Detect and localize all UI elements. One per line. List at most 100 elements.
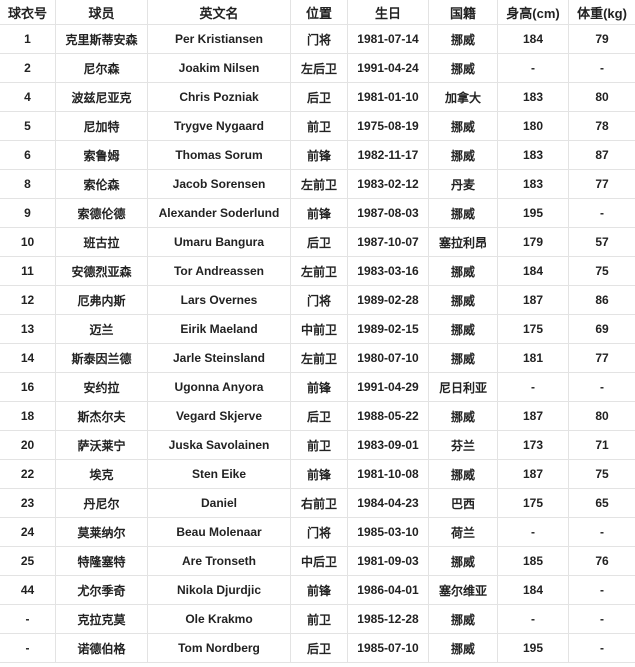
cell-player-name-en: Eirik Maeland (147, 314, 291, 344)
cell-position: 左前卫 (290, 343, 348, 373)
header-row: 球衣号 球员 英文名 位置 生日 国籍 身高(cm) 体重(kg) (0, 0, 635, 25)
cell-jersey-number: 2 (0, 53, 56, 83)
cell-position: 前锋 (290, 372, 348, 402)
cell-jersey-number: 4 (0, 82, 56, 112)
cell-nationality: 挪威 (428, 401, 498, 431)
cell-weight: - (568, 604, 635, 634)
cell-player-name-cn: 安德烈亚森 (55, 256, 148, 286)
cell-height: 180 (497, 111, 569, 141)
cell-birthday: 1983-02-12 (347, 169, 429, 199)
table-row: - 诺德伯格 Tom Nordberg 后卫 1985-07-10 挪威 195- (0, 633, 635, 663)
cell-weight: - (568, 198, 635, 228)
cell-weight: - (568, 633, 635, 663)
cell-birthday: 1982-11-17 (347, 140, 429, 170)
cell-position: 左前卫 (290, 256, 348, 286)
cell-player-name-cn: 克拉克莫 (55, 604, 148, 634)
table-row: 11 安德烈亚森 Tor Andreassen 左前卫 1983-03-16 挪威 184 7… (0, 256, 635, 286)
cell-player-name-en: Per Kristiansen (147, 24, 291, 54)
cell-height: 181 (497, 343, 569, 373)
cell-birthday: 1987-10-07 (347, 227, 429, 257)
cell-player-name-cn: 尼尔森 (55, 53, 148, 83)
cell-player-name-en: Tom Nordberg (147, 633, 291, 663)
cell-birthday: 1981-10-08 (347, 459, 429, 489)
cell-player-name-en: Are Tronseth (147, 546, 291, 576)
cell-jersey-number: - (0, 633, 56, 663)
cell-birthday: 1981-07-14 (347, 24, 429, 54)
cell-birthday: 1985-12-28 (347, 604, 429, 634)
table-row: 10 班古拉 Umaru Bangura 后卫 1987-10-07 塞拉利昂 179 57 (0, 227, 635, 257)
cell-jersey-number: 13 (0, 314, 56, 344)
table-row: - 克拉克莫 Ole Krakmo 前卫 1985-12-28 挪威 - - (0, 604, 635, 634)
cell-nationality: 挪威 (428, 53, 498, 83)
cell-nationality: 挪威 (428, 314, 498, 344)
cell-player-name-cn: 诺德伯格 (55, 633, 148, 663)
cell-position: 前锋 (290, 575, 348, 605)
cell-player-name-en: Tor Andreassen (147, 256, 291, 286)
cell-position: 前卫 (290, 111, 348, 141)
cell-height: 187 (497, 285, 569, 315)
cell-player-name-en: Sten Eike (147, 459, 291, 489)
cell-birthday: 1991-04-24 (347, 53, 429, 83)
cell-height: - (497, 372, 569, 402)
cell-player-name-en: Ole Krakmo (147, 604, 291, 634)
cell-weight: 76 (568, 546, 635, 576)
cell-nationality: 挪威 (428, 256, 498, 286)
cell-nationality: 尼日利亚 (428, 372, 498, 402)
cell-player-name-cn: 索伦森 (55, 169, 148, 199)
table-row: 4 波兹尼亚克 Chris Pozniak 后卫 1981-01-10 加拿大 183 80 (0, 82, 635, 112)
cell-jersey-number: 20 (0, 430, 56, 460)
cell-birthday: 1985-03-10 (347, 517, 429, 547)
column-header-player-name-cn: 球员 (55, 0, 148, 25)
cell-position: 前卫 (290, 430, 348, 460)
cell-height: 184 (497, 256, 569, 286)
cell-player-name-cn: 斯泰因兰德 (55, 343, 148, 373)
cell-position: 后卫 (290, 227, 348, 257)
column-header-birthday: 生日 (347, 0, 429, 25)
cell-nationality: 塞尔维亚 (428, 575, 498, 605)
cell-jersey-number: 12 (0, 285, 56, 315)
cell-height: 173 (497, 430, 569, 460)
table-row: 20 萨沃莱宁 Juska Savolainen 前卫 1983-09-01 芬兰 173 7… (0, 430, 635, 460)
cell-birthday: 1981-01-10 (347, 82, 429, 112)
cell-nationality: 巴西 (428, 488, 498, 518)
cell-weight: - (568, 372, 635, 402)
cell-position: 前锋 (290, 198, 348, 228)
cell-birthday: 1991-04-29 (347, 372, 429, 402)
cell-weight: 75 (568, 256, 635, 286)
cell-player-name-cn: 波兹尼亚克 (55, 82, 148, 112)
cell-player-name-cn: 克里斯蒂安森 (55, 24, 148, 54)
cell-player-name-en: Alexander Soderlund (147, 198, 291, 228)
cell-jersey-number: 8 (0, 169, 56, 199)
cell-nationality: 荷兰 (428, 517, 498, 547)
cell-nationality: 挪威 (428, 111, 498, 141)
cell-position: 门将 (290, 517, 348, 547)
table-row: 24 莫莱纳尔 Beau Molenaar 门将 1985-03-10 荷兰 - - (0, 517, 635, 547)
table-row: 6 索鲁姆 Thomas Sorum 前锋 1982-11-17 挪威 183 87 (0, 140, 635, 170)
cell-height: 175 (497, 488, 569, 518)
cell-height: 179 (497, 227, 569, 257)
cell-player-name-cn: 特隆塞特 (55, 546, 148, 576)
cell-birthday: 1988-05-22 (347, 401, 429, 431)
cell-player-name-cn: 莫莱纳尔 (55, 517, 148, 547)
cell-weight: - (568, 53, 635, 83)
cell-nationality: 挪威 (428, 546, 498, 576)
cell-player-name-en: Chris Pozniak (147, 82, 291, 112)
cell-weight: 80 (568, 401, 635, 431)
cell-height: 187 (497, 401, 569, 431)
cell-position: 右前卫 (290, 488, 348, 518)
cell-player-name-cn: 萨沃莱宁 (55, 430, 148, 460)
cell-player-name-en: Joakim Nilsen (147, 53, 291, 83)
cell-player-name-en: Beau Molenaar (147, 517, 291, 547)
cell-height: - (497, 604, 569, 634)
cell-weight: 77 (568, 343, 635, 373)
cell-position: 后卫 (290, 401, 348, 431)
cell-position: 门将 (290, 285, 348, 315)
table-row: 12 厄弗内斯 Lars Overnes 门将 1989-02-28 挪威 187 86 (0, 285, 635, 315)
cell-height: 183 (497, 82, 569, 112)
cell-player-name-en: Daniel (147, 488, 291, 518)
table-row: 16 安约拉 Ugonna Anyora 前锋 1991-04-29 尼日利亚 - - (0, 372, 635, 402)
cell-player-name-en: Thomas Sorum (147, 140, 291, 170)
cell-jersey-number: 11 (0, 256, 56, 286)
cell-nationality: 挪威 (428, 459, 498, 489)
